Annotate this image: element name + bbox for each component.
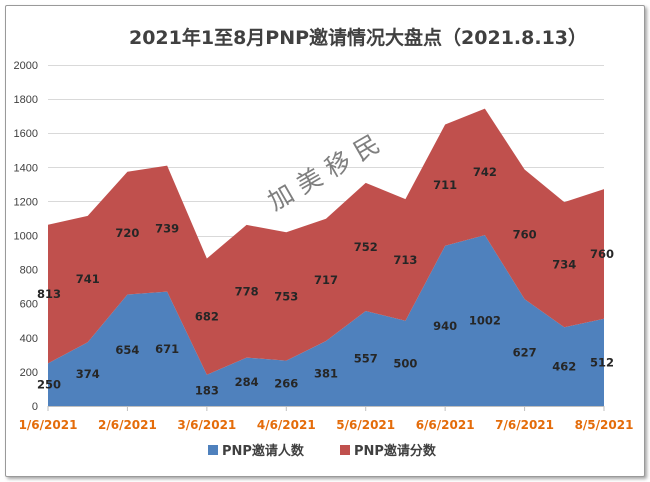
- y-tick-label: 1200: [14, 196, 38, 208]
- legend-swatch-scores: [340, 445, 350, 455]
- y-tick-label: 1800: [14, 94, 38, 106]
- y-tick-label: 800: [20, 265, 38, 277]
- data-label: 720: [115, 226, 139, 240]
- legend-label-scores[interactable]: PNP邀请分数: [354, 443, 437, 459]
- data-label: 1002: [469, 314, 501, 328]
- chart-title: 2021年1至8月PNP邀请情况大盘点（2021.8.13）: [129, 26, 587, 49]
- data-label: 734: [552, 258, 576, 272]
- y-tick-label: 1400: [14, 162, 38, 174]
- legend-label-invitations[interactable]: PNP邀请人数: [222, 443, 305, 459]
- x-tick-label: 7/6/2021: [495, 418, 554, 432]
- data-label: 753: [274, 289, 298, 303]
- x-tick-label: 4/6/2021: [257, 418, 316, 432]
- data-label: 940: [433, 319, 457, 333]
- x-tick-label: 1/6/2021: [19, 418, 78, 432]
- y-tick-label: 2000: [14, 60, 38, 72]
- x-axis-tickmarks: [47, 406, 605, 411]
- data-label: 671: [155, 342, 179, 356]
- y-tick-label: 600: [20, 299, 38, 311]
- data-label: 512: [590, 355, 614, 369]
- x-tick-label: 3/6/2021: [177, 418, 236, 432]
- x-tick-label: 8/5/2021: [575, 418, 634, 432]
- data-label: 741: [76, 272, 100, 286]
- data-label: 752: [354, 240, 378, 254]
- data-label: 654: [115, 343, 139, 357]
- data-label: 742: [473, 165, 497, 179]
- data-label: 462: [552, 360, 576, 374]
- data-labels: 250 374 654 671 183 284 266 381 557 500 940 1002 627…: [37, 165, 614, 397]
- data-label: 266: [274, 376, 298, 390]
- x-axis-labels: 1/6/2021 2/6/2021 3/6/2021 4/6/2021 5/6/2021…: [19, 418, 634, 432]
- data-label: 713: [393, 253, 417, 267]
- legend: PNP邀请人数 PNP邀请分数: [208, 443, 437, 459]
- data-label: 381: [314, 367, 338, 381]
- data-label: 557: [354, 352, 378, 366]
- data-label: 500: [393, 356, 417, 370]
- x-tick-label: 2/6/2021: [98, 418, 157, 432]
- data-label: 284: [235, 375, 259, 389]
- data-label: 717: [314, 273, 338, 287]
- data-label: 183: [195, 383, 219, 397]
- area-scores[interactable]: [48, 108, 604, 375]
- area-series: [48, 108, 604, 406]
- y-tick-label: 1000: [14, 231, 38, 243]
- x-tick-label: 6/6/2021: [416, 418, 475, 432]
- data-label: 760: [513, 227, 537, 241]
- y-tick-label: 1600: [14, 128, 38, 140]
- y-tick-label: 400: [20, 333, 38, 345]
- legend-swatch-invitations: [208, 445, 218, 455]
- data-label: 682: [195, 310, 219, 324]
- data-label: 739: [155, 222, 179, 236]
- y-tick-label: 0: [32, 401, 38, 413]
- data-label: 711: [433, 178, 457, 192]
- x-tick-label: 5/6/2021: [336, 418, 395, 432]
- data-label: 778: [235, 284, 259, 298]
- y-tick-label: 200: [20, 367, 38, 379]
- data-label: 760: [590, 247, 614, 261]
- y-axis-ticks: 0 200 400 600 800 1000 1200 1400 1600 1800 2000: [14, 60, 38, 413]
- data-label: 250: [37, 378, 61, 392]
- data-label: 374: [76, 367, 100, 381]
- data-label: 813: [37, 287, 61, 301]
- data-label: 627: [513, 346, 537, 360]
- area-invitations[interactable]: [48, 235, 604, 406]
